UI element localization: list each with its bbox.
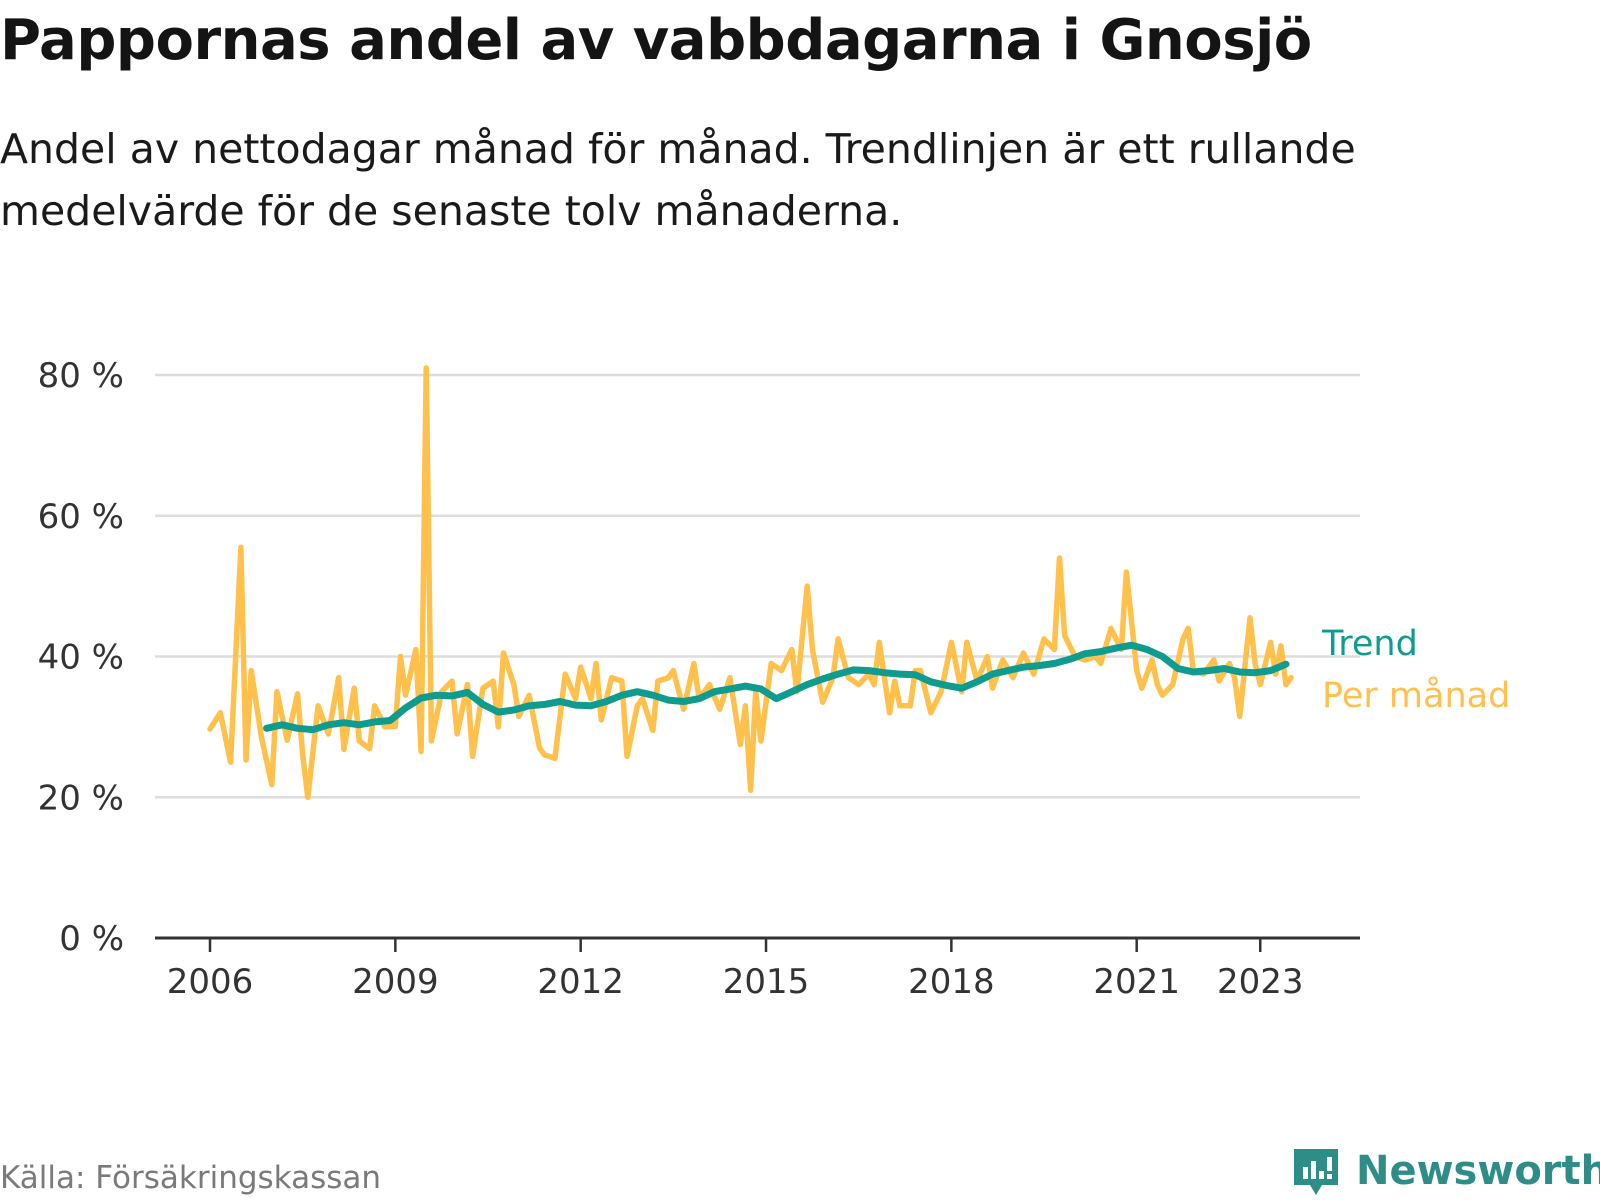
y-tick-label: 40 % [38, 638, 124, 678]
y-axis-tick-labels: 0 % 20 % 40 % 60 % 80 % [38, 356, 124, 959]
brand-logo: Newsworthy [1290, 1140, 1600, 1202]
x-tick-label: 2021 [1093, 962, 1180, 1002]
x-tick-label: 2012 [537, 962, 624, 1002]
y-tick-label: 20 % [38, 778, 124, 818]
x-tick-label: 2015 [723, 962, 810, 1002]
y-tick-label: 80 % [38, 356, 124, 396]
newsworthy-logo-icon [1294, 1149, 1338, 1195]
chart-title: Pappornas andel av vabbdagarna i Gnosjö [0, 8, 1312, 73]
legend-layer: Per månad Trend [1321, 624, 1510, 716]
series-layer [207, 365, 1294, 801]
x-tick-label: 2006 [167, 962, 254, 1002]
legend-label: Trend [1321, 624, 1418, 664]
x-axis: 2006 2009 2012 2015 2018 2021 2023 [155, 936, 1360, 1002]
legend-label: Per månad [1322, 675, 1510, 716]
grid-lines [155, 373, 1360, 799]
chart-subtitle: Andel av nettodagar månad för månad. Tre… [0, 125, 1356, 235]
y-tick-label: 0 % [59, 919, 124, 959]
x-tick-label: 2009 [352, 962, 439, 1002]
x-tick-label: 2023 [1217, 962, 1304, 1002]
trend-series-line [263, 641, 1290, 734]
x-tick-label: 2018 [908, 962, 995, 1002]
brand-name: Newsworthy [1356, 1148, 1600, 1194]
monthly-series-line [207, 365, 1294, 801]
y-tick-label: 60 % [38, 497, 124, 537]
source-note: Källa: Försäkringskassan [0, 1160, 382, 1196]
